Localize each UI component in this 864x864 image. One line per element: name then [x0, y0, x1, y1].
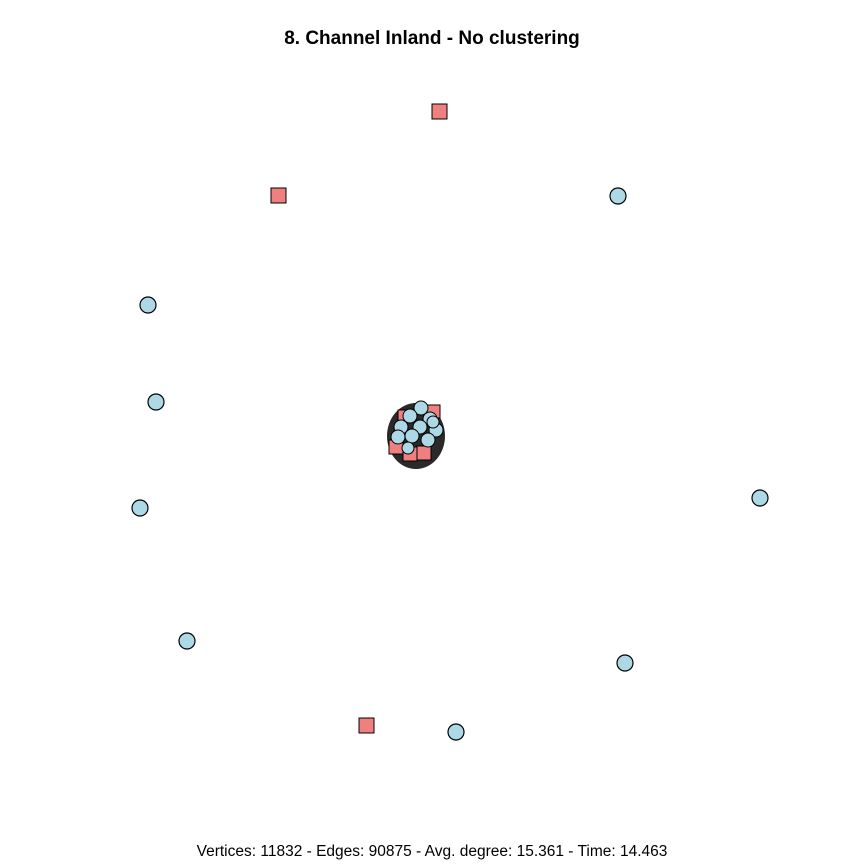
cluster-circle-node: [413, 400, 429, 416]
cluster-square-node: [416, 445, 432, 461]
circle-node: [609, 187, 627, 205]
circle-node: [131, 499, 149, 517]
central-cluster: [387, 400, 445, 469]
cluster-circle-node: [404, 428, 420, 444]
square-node: [431, 103, 448, 120]
cluster-circle-node: [420, 432, 436, 448]
square-node: [270, 187, 287, 204]
square-node: [358, 717, 375, 734]
circle-node: [447, 723, 465, 741]
cluster-circle-node: [402, 408, 418, 424]
graph-stats-caption: Vertices: 11832 - Edges: 90875 - Avg. de…: [196, 843, 668, 860]
circle-node: [139, 296, 157, 314]
circle-node: [178, 632, 196, 650]
cluster-circle-node: [390, 429, 406, 445]
circle-node: [751, 489, 769, 507]
cluster-circle-node: [401, 441, 415, 455]
circle-node: [616, 654, 634, 672]
plot-title: 8. Channel Inland - No clustering: [284, 28, 580, 49]
circle-node: [147, 393, 165, 411]
cluster-circle-node: [426, 415, 440, 429]
